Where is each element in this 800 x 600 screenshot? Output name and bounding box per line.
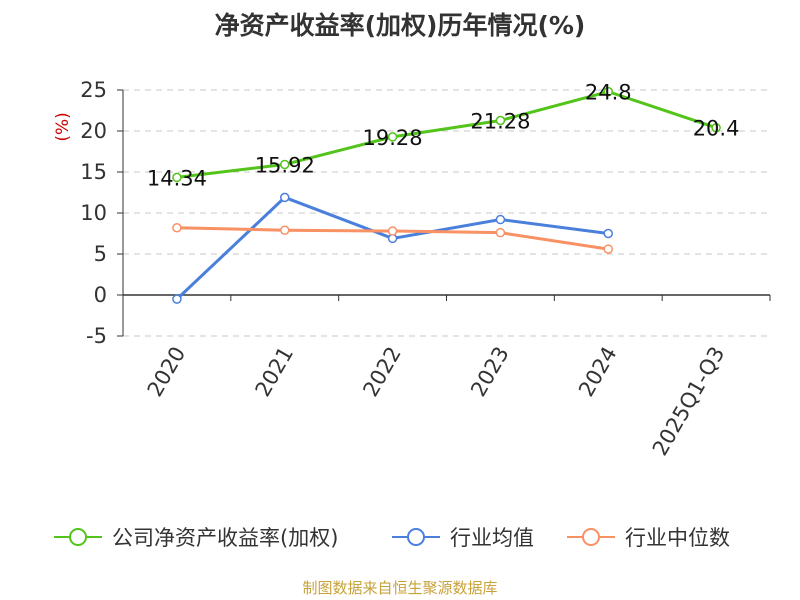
y-tick-label: 20 xyxy=(80,119,107,143)
y-tick-label: -5 xyxy=(86,324,107,348)
series-line-company xyxy=(176,90,717,179)
data-label: 20.4 xyxy=(693,117,740,141)
x-tick-label: 2025Q1-Q3 xyxy=(648,343,730,460)
data-label: 21.28 xyxy=(470,110,530,134)
data-label: 15.92 xyxy=(255,153,315,177)
y-axis-label: (%) xyxy=(53,112,73,141)
data-label: 24.8 xyxy=(585,81,632,105)
data-label: 19.28 xyxy=(363,126,423,150)
data-point-industry-avg xyxy=(495,214,506,225)
legend-label-industry-median: 行业中位数 xyxy=(625,526,730,550)
data-point-industry-avg xyxy=(603,228,613,239)
data-point-industry-median xyxy=(387,226,398,236)
data-point-industry-avg xyxy=(172,294,182,304)
data-point-industry-median xyxy=(495,227,506,238)
y-tick-label: 25 xyxy=(80,78,107,102)
data-point-company xyxy=(495,115,506,126)
x-tick-label: 2020 xyxy=(143,343,191,401)
legend-item-industry-median[interactable]: 行业中位数 xyxy=(565,520,730,554)
data-point-company xyxy=(603,86,613,97)
chart-title: 净资产收益率(加权)历年情况(%) xyxy=(214,11,586,40)
x-tick-label: 2024 xyxy=(574,343,622,401)
data-point-industry-median xyxy=(280,225,290,235)
x-tick-label: 2022 xyxy=(358,343,406,401)
x-tick-label: 2023 xyxy=(466,342,514,400)
legend-marker-industry-avg xyxy=(392,528,440,546)
data-point-company xyxy=(711,122,721,133)
data-point-company xyxy=(172,172,182,183)
y-tick-label: 0 xyxy=(94,283,107,307)
data-point-company xyxy=(280,159,290,170)
data-point-company xyxy=(387,132,398,142)
x-tick-label: 2021 xyxy=(251,343,299,401)
legend-item-industry-avg[interactable]: 行业均值 xyxy=(390,520,534,554)
legend-label-industry-avg: 行业均值 xyxy=(450,526,534,550)
y-tick-label: 5 xyxy=(94,242,107,266)
legend-item-company[interactable]: 公司净资产收益率(加权) xyxy=(52,520,338,554)
data-point-industry-median xyxy=(172,223,182,233)
data-label: 14.34 xyxy=(147,166,207,190)
data-point-industry-avg xyxy=(280,192,290,203)
y-tick-label: 10 xyxy=(80,201,107,225)
legend-label-company: 公司净资产收益率(加权) xyxy=(112,526,339,550)
data-source-note: 制图数据来自恒生聚源数据库 xyxy=(302,579,498,597)
legend-marker-industry-median xyxy=(567,528,615,546)
legend-marker-company xyxy=(54,528,102,546)
y-tick-label: 15 xyxy=(80,160,107,184)
data-point-industry-median xyxy=(603,244,613,254)
